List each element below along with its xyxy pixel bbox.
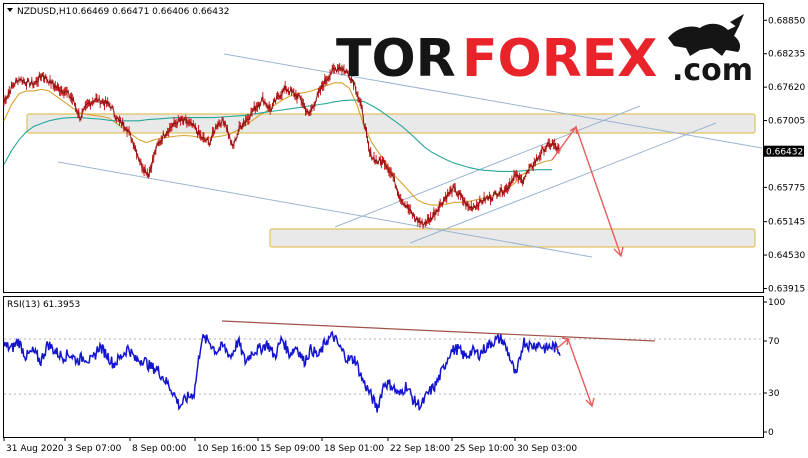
dropdown-triangle-icon	[7, 8, 13, 12]
rsi-line	[3, 330, 561, 413]
current-price-tag: 0.66432	[764, 145, 804, 158]
time-tick-label: 25 Sep 10:00	[454, 444, 514, 454]
ma-slow-line	[3, 99, 552, 172]
forecast-arrow-rsi	[554, 337, 595, 408]
price-tick-label: 0.67620	[768, 83, 805, 93]
bull-icon	[668, 14, 744, 56]
price-tick-label: 0.68235	[768, 50, 805, 60]
moving-averages	[3, 82, 553, 206]
rsi-trendline	[221, 320, 656, 342]
resistance-zone	[26, 113, 756, 134]
rsi-series	[3, 330, 561, 413]
rsi-tick-label: 70	[768, 337, 780, 347]
rsi-tick-label: 100	[768, 298, 785, 308]
price-tick-label: 0.65145	[768, 218, 805, 228]
time-tick-label: 30 Sep 03:00	[517, 444, 577, 454]
logo-part-tor: TOR	[336, 29, 456, 89]
rsi-label: RSI(13) 61.3953	[7, 300, 80, 310]
support-zone	[269, 228, 756, 248]
price-series	[3, 63, 561, 229]
up-channel-upper	[334, 105, 641, 228]
rsi-panel	[3, 296, 764, 438]
rsi-levels	[4, 338, 763, 395]
symbol-label: NZDUSD,H1	[17, 7, 71, 17]
down-channel-lower	[57, 161, 593, 258]
time-tick-label: 10 Sep 16:00	[197, 444, 257, 454]
torforex-logo: TOR FOREX .com	[336, 14, 753, 89]
time-tick-label: 31 Aug 2020	[6, 444, 64, 454]
price-tick-label: 0.68850	[768, 16, 805, 26]
rsi-axis: 100 70 30 0	[763, 298, 785, 438]
rsi-tick-label: 0	[768, 428, 774, 438]
price-tick-label: 0.65775	[768, 183, 805, 193]
time-tick-label: 22 Sep 18:00	[390, 444, 450, 454]
time-tick-label: 15 Sep 09:00	[260, 444, 320, 454]
logo-part-forex: FOREX	[462, 29, 657, 89]
time-tick-label: 18 Sep 01:00	[324, 444, 384, 454]
trend-channels	[57, 53, 763, 258]
time-tick-label: 3 Sep 07:00	[67, 444, 122, 454]
price-axis: 0.68850 0.68235 0.67620 0.67005 0.65775 0.651…	[763, 16, 805, 294]
ohlc-values: 0.66469 0.66471 0.66406 0.66432	[72, 7, 229, 17]
price-tick-label: 0.67005	[768, 117, 805, 127]
price-tick-label: 0.63915	[768, 284, 805, 294]
time-tick-label: 8 Sep 00:00	[132, 444, 187, 454]
down-channel-upper	[223, 53, 763, 149]
time-axis: 31 Aug 2020 3 Sep 07:00 8 Sep 00:00 10 Sep …	[3, 437, 577, 454]
price-line	[3, 66, 561, 227]
forecast-arrow-price	[551, 125, 624, 258]
logo-part-com: .com	[672, 53, 753, 88]
price-tick-label: 0.64530	[768, 251, 805, 261]
up-channel-lower	[409, 122, 717, 244]
ma-fast-line	[3, 82, 553, 206]
rsi-tick-label: 30	[768, 389, 780, 399]
current-price-label: 0.66432	[766, 148, 803, 158]
